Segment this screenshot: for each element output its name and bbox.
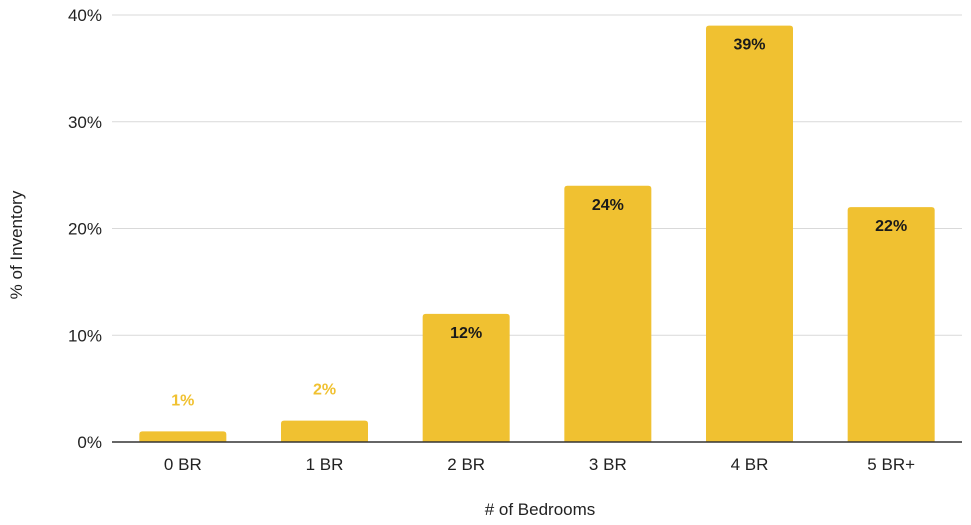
data-label: 1% xyxy=(171,392,194,409)
bar xyxy=(281,420,368,442)
data-label: 22% xyxy=(875,218,907,235)
data-labels: 1% 2% 12% 24% 39% 22% xyxy=(171,37,907,410)
x-tick-label: 0 BR xyxy=(164,455,202,474)
bars xyxy=(139,25,935,443)
data-label: 39% xyxy=(733,37,765,54)
bar xyxy=(564,185,652,443)
bar xyxy=(706,25,793,443)
bar xyxy=(847,207,935,442)
y-tick-label: 0% xyxy=(77,433,102,452)
y-tick-label: 40% xyxy=(68,6,102,25)
data-label: 24% xyxy=(592,197,624,214)
x-tick-label: 1 BR xyxy=(306,455,344,474)
y-tick-label: 10% xyxy=(68,326,102,345)
x-axis-title: # of Bedrooms xyxy=(485,500,596,519)
x-tick-label: 2 BR xyxy=(447,455,485,474)
x-tick-label: 3 BR xyxy=(589,455,627,474)
data-label: 12% xyxy=(450,325,482,342)
data-label: 2% xyxy=(313,382,336,399)
y-tick-label: 30% xyxy=(68,113,102,132)
bar xyxy=(139,431,227,442)
bar xyxy=(422,313,510,442)
y-axis-ticks: 0% 10% 20% 30% 40% xyxy=(68,6,102,452)
y-tick-label: 20% xyxy=(68,220,102,239)
x-tick-label: 4 BR xyxy=(731,455,769,474)
gridlines xyxy=(112,14,962,336)
y-axis-title: % of Inventory xyxy=(7,190,26,299)
x-tick-label: 5 BR+ xyxy=(867,455,915,474)
x-axis-ticks: 0 BR 1 BR 2 BR 3 BR 4 BR 5 BR+ xyxy=(164,455,915,474)
